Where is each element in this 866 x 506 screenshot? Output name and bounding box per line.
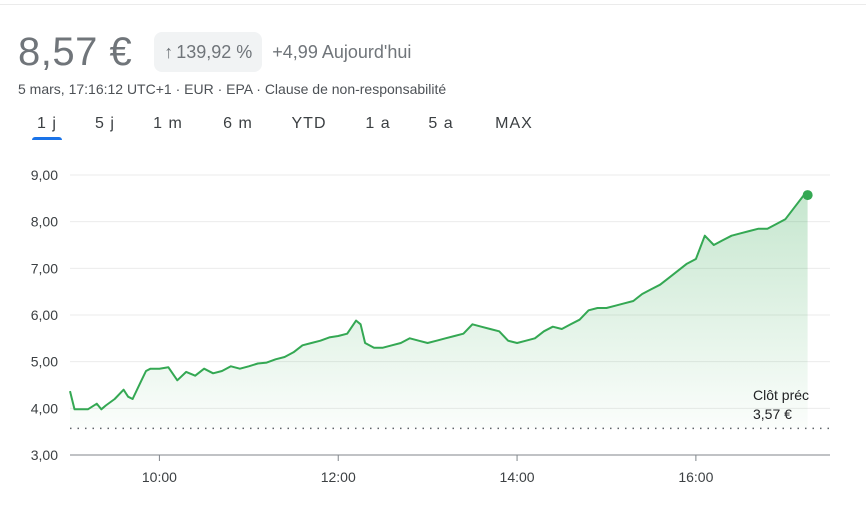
change-percent-badge: ↑ 139,92 % [154,32,263,72]
meta-date: 5 mars, 17:16:12 UTC+1 [18,81,172,97]
current-price-marker [802,190,813,201]
y-tick-label: 7,00 [31,260,58,276]
meta-exchange: EPA [226,81,253,97]
y-tick-label: 8,00 [31,214,58,230]
previous-close-value: 3,57 € [753,406,792,422]
current-price: 8,57 € [18,30,133,74]
x-tick-label: 14:00 [500,469,535,485]
y-tick-label: 6,00 [31,307,58,323]
arrow-up-icon: ↑ [164,41,174,62]
x-tick-label: 12:00 [321,469,356,485]
tab-max[interactable]: MAX [495,115,533,132]
tab-6-months[interactable]: 6 m [223,115,253,132]
x-tick-label: 16:00 [678,469,713,485]
top-divider [0,4,866,5]
active-tab-indicator [32,137,62,140]
tab-1-month[interactable]: 1 m [153,115,183,132]
tab-ytd[interactable]: YTD [291,115,327,132]
disclaimer-link[interactable]: Clause de non-responsabilité [264,81,447,97]
quote-meta: 5 mars, 17:16:12 UTC+1 · EUR · EPA · Cla… [18,81,447,97]
change-today: +4,99 Aujourd'hui [272,41,412,62]
price-area-fill [70,195,808,429]
x-tick-label: 10:00 [142,469,177,485]
y-tick-label: 5,00 [31,354,58,370]
y-tick-label: 3,00 [31,447,58,463]
range-tabs: 1 j 5 j 1 m 6 m YTD 1 a 5 a MAX [0,112,600,142]
y-tick-label: 4,00 [31,400,58,416]
quote-header: 8,57 € ↑ 139,92 % +4,99 Aujourd'hui [18,30,411,74]
meta-currency: EUR [184,81,214,97]
tab-1-day[interactable]: 1 j [37,115,57,132]
change-percent: 139,92 % [176,41,253,62]
tab-1-year[interactable]: 1 a [365,115,391,132]
tab-5-days[interactable]: 5 j [95,115,115,132]
price-line-series [69,194,808,411]
previous-close-label: Clôt préc [753,387,809,403]
y-tick-label: 9,00 [31,167,58,183]
tab-5-years[interactable]: 5 a [428,115,454,132]
